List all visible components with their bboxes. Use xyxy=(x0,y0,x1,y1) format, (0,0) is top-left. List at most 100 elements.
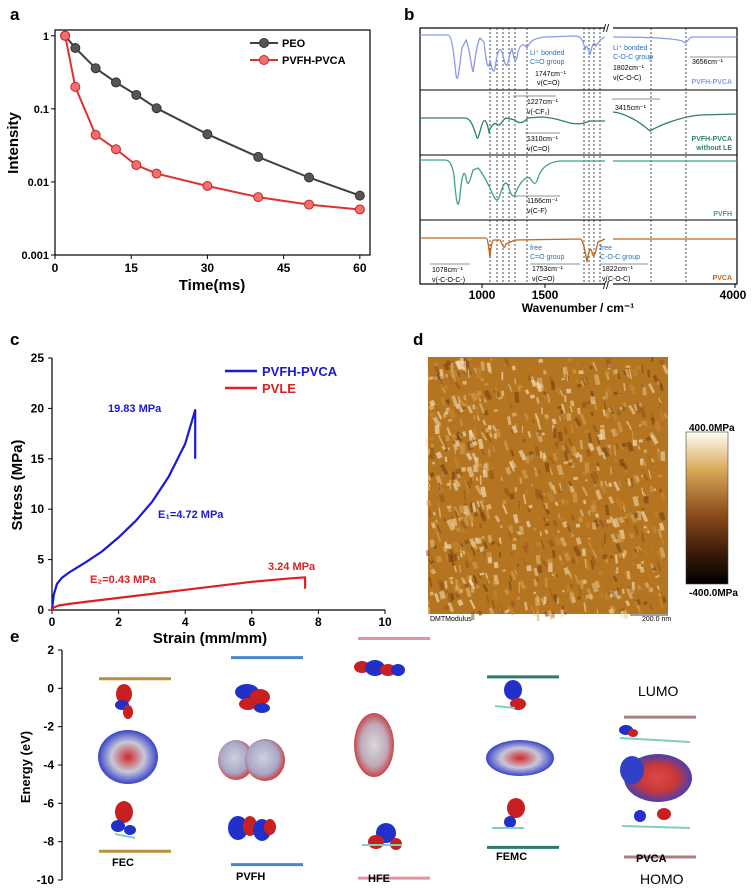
afm-speckle xyxy=(569,485,575,493)
afm-speckle xyxy=(579,454,583,463)
afm-speckle xyxy=(636,563,642,570)
afm-speckle xyxy=(554,536,562,546)
afm-speckle xyxy=(549,456,555,465)
svg-text://: // xyxy=(603,23,610,35)
annot-1802: 1802cm⁻¹ xyxy=(613,65,645,72)
afm-speckle xyxy=(445,373,449,378)
annot-peak2: 3.24 MPa xyxy=(268,561,316,573)
afm-speckle xyxy=(652,374,659,383)
afm-speckle xyxy=(485,508,491,520)
afm-speckle xyxy=(466,551,473,561)
afm-speckle xyxy=(578,585,582,597)
afm-speckle xyxy=(449,580,454,585)
annot-1310-mode: ν(C=O) xyxy=(527,146,550,153)
legend-c: PVFH-PVCA PVLE xyxy=(225,364,338,396)
afm-speckle xyxy=(455,467,464,477)
afm-speckle xyxy=(476,500,481,508)
afm-speckle xyxy=(650,457,655,463)
afm-speckle xyxy=(486,433,492,443)
afm-speckle xyxy=(587,540,594,552)
panel-e: e 2 0 -2 -4 -6 -8 -10 Energy (eV) LUMO HOMO xyxy=(10,627,696,887)
afm-speckle xyxy=(429,472,435,478)
afm-speckle xyxy=(458,433,463,440)
afm-speckle xyxy=(481,432,488,441)
afm-speckle xyxy=(643,600,648,606)
afm-speckle xyxy=(599,428,606,440)
afm-speckle xyxy=(562,608,567,614)
afm-speckle xyxy=(473,428,478,436)
orbital-pvca-lumo xyxy=(619,725,691,743)
afm-speckle xyxy=(510,570,517,581)
afm-speckle xyxy=(584,478,588,482)
afm-speckle xyxy=(641,365,644,374)
afm-speckle xyxy=(506,416,512,426)
afm-speckle xyxy=(445,589,449,593)
afm-speckle xyxy=(438,507,442,518)
afm-speckle xyxy=(609,555,614,559)
colorbar-max: 400.0MPa xyxy=(689,423,735,434)
afm-speckle xyxy=(440,463,449,476)
afm-speckle xyxy=(582,597,588,602)
afm-speckle xyxy=(578,516,583,523)
afm-speckle xyxy=(628,424,632,431)
afm-speckle xyxy=(634,512,639,519)
afm-speckle xyxy=(623,382,626,391)
afm-speckle xyxy=(436,525,442,533)
afm-speckle xyxy=(450,409,456,419)
afm-speckle xyxy=(507,383,513,392)
afm-speckle xyxy=(500,476,504,481)
afm-speckle xyxy=(510,552,514,556)
afm-speckle xyxy=(641,457,647,467)
legend-label-pvle: PVLE xyxy=(262,381,296,396)
afm-speckle xyxy=(648,603,654,610)
afm-speckle xyxy=(521,425,524,434)
afm-speckle xyxy=(563,451,569,462)
afm-speckle xyxy=(482,583,489,593)
afm-speckle xyxy=(447,553,454,563)
molecule-label-femc: FEMC xyxy=(496,851,527,863)
afm-speckle xyxy=(605,358,612,369)
afm-speckle xyxy=(536,420,542,430)
y-tick-label-c: 20 xyxy=(31,401,45,415)
afm-speckle xyxy=(566,523,572,533)
orbital-fec-lumo xyxy=(115,684,133,719)
afm-speckle xyxy=(460,549,462,555)
afm-speckle xyxy=(600,590,604,599)
afm-speckle xyxy=(616,533,624,543)
afm-speckle xyxy=(593,374,601,386)
afm-speckle xyxy=(617,552,623,558)
afm-speckle xyxy=(613,481,621,492)
afm-speckle xyxy=(511,425,518,434)
data-point-pvfh-pvca xyxy=(70,81,81,92)
afm-speckle xyxy=(457,396,461,405)
afm-speckle xyxy=(562,368,567,378)
afm-speckle xyxy=(563,460,569,465)
afm-speckle xyxy=(477,463,483,468)
afm-speckle xyxy=(449,369,456,379)
afm-speckle xyxy=(524,389,530,395)
afm-speckle xyxy=(453,457,460,468)
afm-speckle xyxy=(637,584,642,590)
annot-free-co: free xyxy=(530,245,542,252)
afm-speckle xyxy=(438,372,445,380)
afm-speckle xyxy=(510,429,514,435)
afm-speckle xyxy=(494,515,501,523)
afm-speckle xyxy=(569,424,575,434)
afm-speckle xyxy=(553,428,557,438)
afm-speckle xyxy=(546,610,555,621)
afm-speckle xyxy=(468,392,470,396)
afm-speckle xyxy=(606,386,613,396)
afm-speckle xyxy=(490,540,496,546)
afm-speckle xyxy=(478,402,485,414)
afm-speckle xyxy=(486,362,492,373)
afm-speckle xyxy=(519,477,523,484)
afm-speckle xyxy=(468,579,474,587)
afm-speckle xyxy=(633,403,638,411)
afm-speckle xyxy=(477,548,480,552)
afm-speckle xyxy=(465,357,470,361)
annotations-b: Li⁺ bonded C=O group 1747cm⁻¹ ν(C=O) Li⁺… xyxy=(430,45,737,284)
afm-speckle xyxy=(534,445,540,456)
afm-speckle xyxy=(477,438,484,450)
afm-speckle xyxy=(437,484,441,488)
afm-speckle xyxy=(570,514,575,521)
